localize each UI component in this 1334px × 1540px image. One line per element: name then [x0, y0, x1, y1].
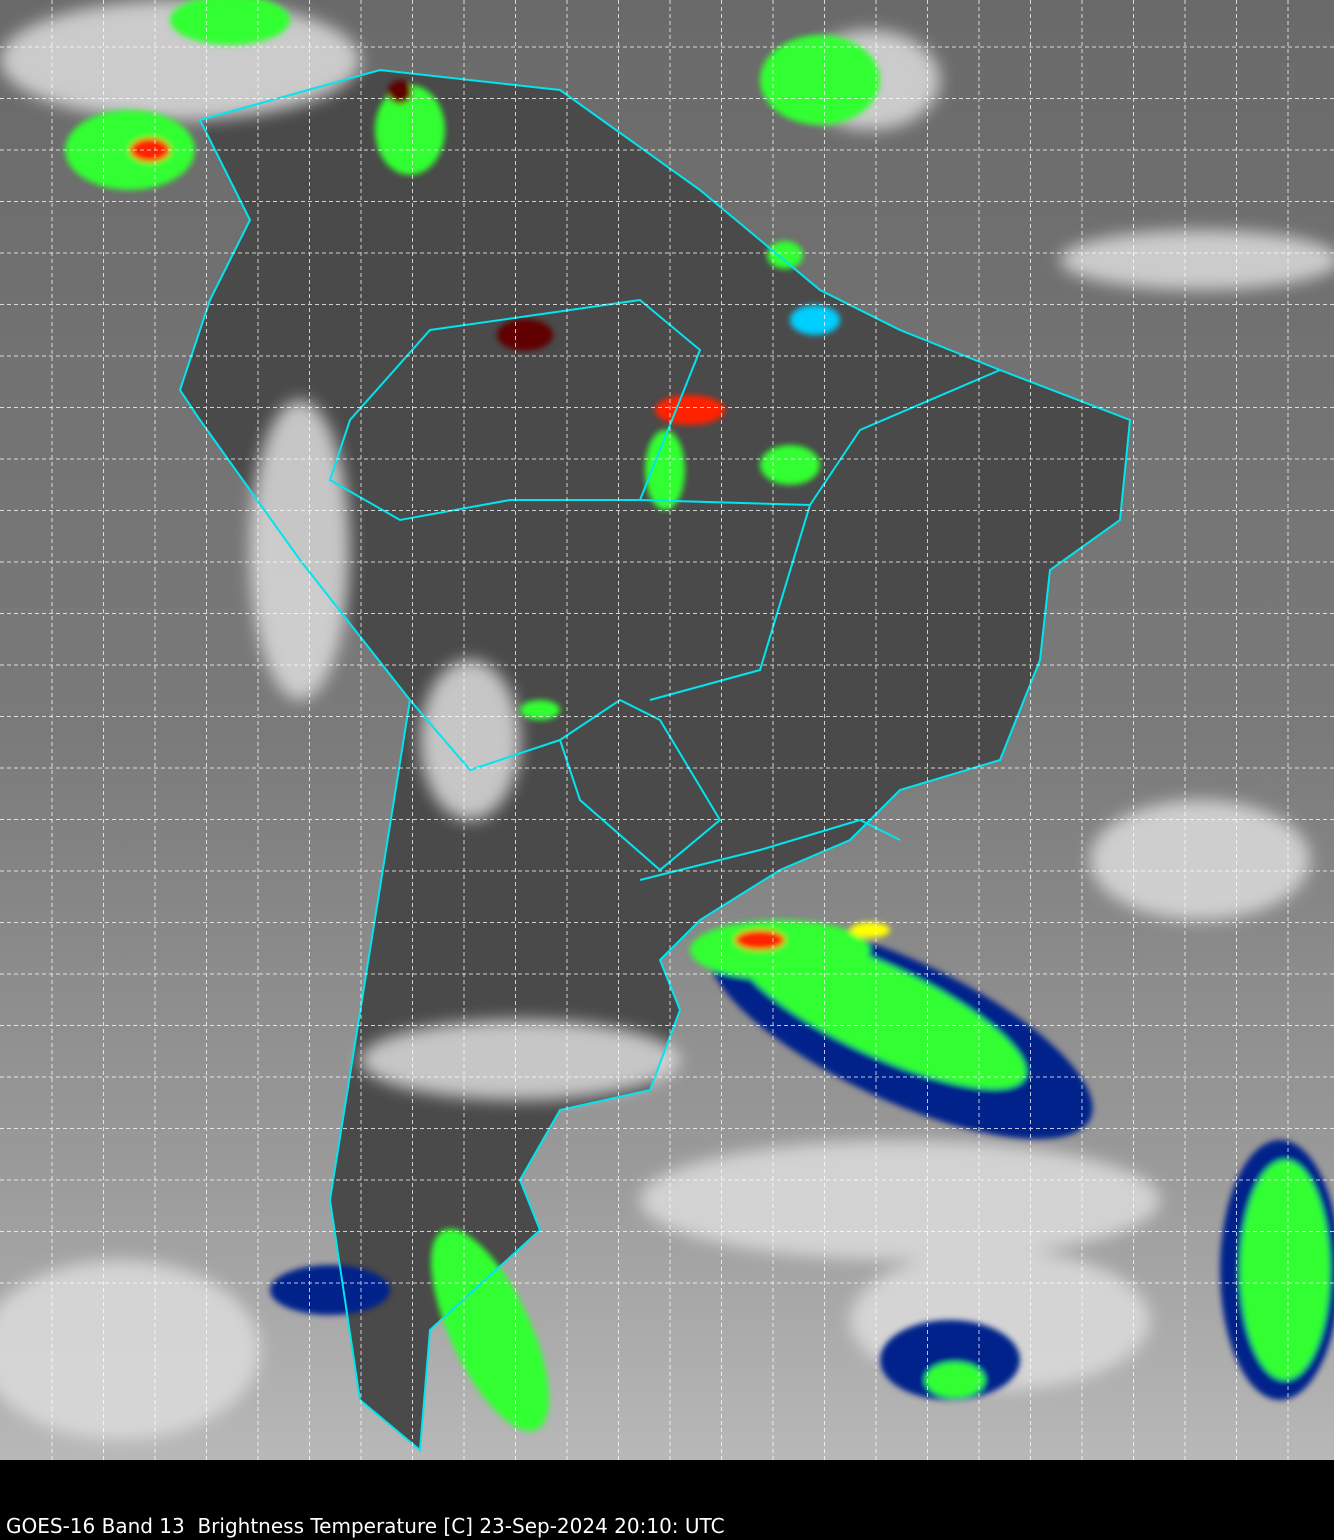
caption-bar	[0, 1460, 1334, 1540]
lat-lon-grid	[0, 0, 1334, 1460]
convective-clouds	[65, 0, 1334, 1432]
figure-caption: GOES-16 Band 13 Brightness Temperature […	[6, 1514, 725, 1538]
country-borders	[178, 68, 1132, 1452]
cloud-layer	[0, 0, 1334, 1440]
satellite-image	[0, 0, 1334, 1460]
